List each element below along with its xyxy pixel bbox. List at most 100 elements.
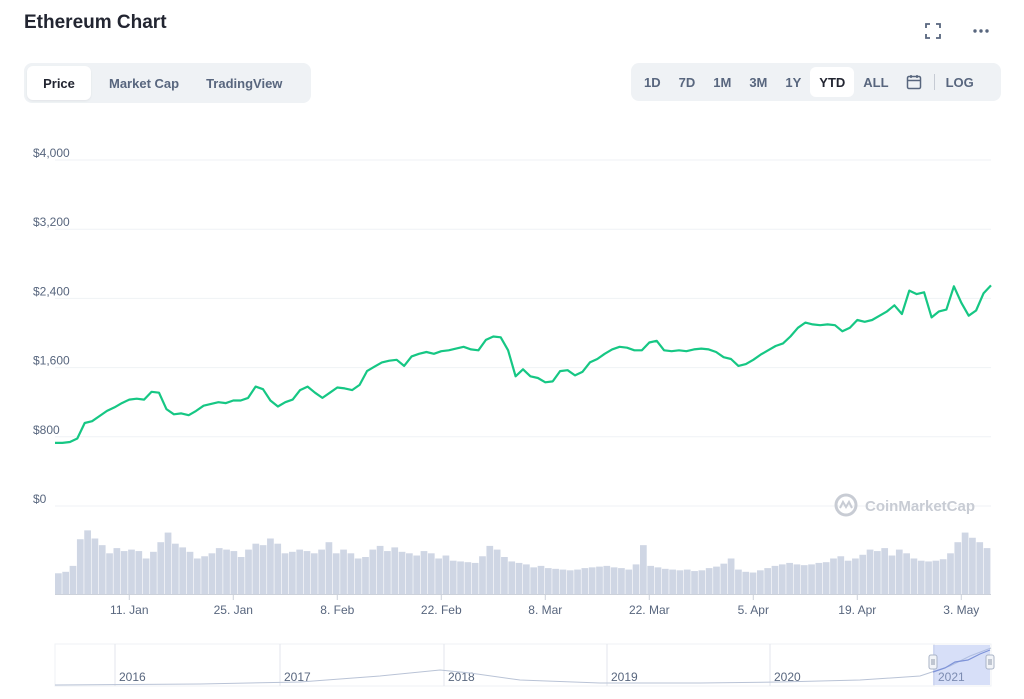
y-tick-label: $1,600 — [33, 354, 70, 368]
volume-bar — [852, 558, 859, 594]
volume-bar — [793, 564, 801, 594]
volume-bar — [303, 551, 311, 594]
volume-bar — [62, 571, 70, 594]
volume-bar — [113, 548, 121, 594]
volume-bar — [874, 551, 881, 594]
volume-bar — [947, 553, 954, 594]
volume-bar — [55, 573, 62, 594]
chart-grid — [55, 159, 991, 507]
x-axis: 11. Jan 25. Jan 8. Feb 22. Feb 8. Mar 22. Mar… — [55, 594, 991, 617]
volume-bar — [325, 542, 333, 594]
volume-bar — [215, 548, 223, 594]
volume-bar — [427, 553, 435, 594]
volume-bar — [530, 567, 538, 594]
range-1m[interactable]: 1M — [713, 74, 732, 90]
y-tick-label: $2,400 — [33, 284, 70, 298]
volume-bar — [493, 549, 501, 594]
volume-bar — [822, 562, 830, 594]
volume-bar — [150, 551, 157, 594]
volume-bar — [420, 551, 428, 594]
navigator-handle-left[interactable] — [928, 654, 938, 670]
price-series-line[interactable] — [55, 284, 992, 444]
range-navigator: 2016 2017 2018 2019 2020 2021 — [54, 643, 995, 687]
more-horizontal-icon[interactable] — [970, 20, 992, 42]
volume-bar — [757, 570, 764, 594]
volume-bar — [479, 556, 486, 594]
navigator-year-label: 2018 — [448, 670, 475, 684]
volume-bars — [55, 530, 991, 594]
volume-bar — [837, 556, 845, 594]
volume-bar — [274, 543, 282, 594]
volume-bar — [888, 555, 896, 594]
fullscreen-icon[interactable] — [922, 20, 944, 42]
volume-bar — [347, 553, 355, 594]
volume-bar — [961, 532, 969, 594]
range-1y[interactable]: 1Y — [785, 74, 802, 90]
volume-bar — [705, 568, 713, 594]
volume-bar — [237, 557, 245, 594]
y-tick-label: $0 — [33, 492, 47, 506]
volume-bar — [866, 549, 874, 594]
volume-bar — [625, 569, 633, 594]
volume-bar — [669, 569, 676, 594]
tab-tradingview[interactable]: TradingView — [206, 75, 283, 91]
range-ytd[interactable]: YTD — [810, 67, 855, 97]
volume-bar — [172, 543, 179, 594]
y-tick-label: $3,200 — [33, 215, 70, 229]
navigator-handle-right[interactable] — [985, 654, 995, 670]
x-tick-label: 25. Jan — [214, 603, 253, 617]
volume-bar — [471, 562, 479, 594]
navigator-selection[interactable] — [933, 645, 990, 685]
range-7d[interactable]: 7D — [678, 74, 696, 90]
volume-bar — [815, 562, 823, 594]
volume-bar — [727, 558, 735, 594]
volume-bar — [596, 566, 603, 594]
tab-market-cap[interactable]: Market Cap — [109, 75, 180, 91]
volume-bar — [442, 555, 450, 594]
volume-bar — [749, 572, 757, 594]
range-all[interactable]: ALL — [863, 74, 889, 90]
volume-bar — [464, 562, 472, 594]
volume-bar — [457, 561, 464, 594]
x-tick-label: 5. Apr — [738, 603, 769, 617]
volume-bar — [406, 553, 413, 594]
tab-price[interactable]: Price — [27, 66, 91, 100]
range-3m[interactable]: 3M — [749, 74, 768, 90]
range-1d[interactable]: 1D — [644, 74, 661, 90]
y-axis-labels: $4,000 $3,200 $2,400 $1,600 $800 $0 — [33, 146, 70, 506]
volume-bar — [449, 560, 457, 594]
navigator-year-label: 2019 — [611, 670, 638, 684]
volume-bar — [318, 549, 325, 594]
volume-bar — [895, 549, 903, 594]
calendar-icon[interactable] — [898, 67, 930, 97]
volume-bar — [106, 553, 113, 594]
volume-bar — [910, 558, 918, 594]
volume-bar — [120, 551, 128, 594]
volume-bar — [391, 547, 399, 594]
volume-bar — [142, 558, 150, 594]
volume-bar — [610, 567, 618, 594]
volume-bar — [903, 553, 910, 594]
volume-bar — [559, 569, 567, 594]
x-tick-label: 22. Feb — [421, 603, 462, 617]
navigator-frame — [54, 643, 992, 687]
volume-bar — [384, 551, 391, 594]
volume-bar — [742, 571, 750, 594]
log-scale-toggle[interactable]: LOG — [945, 74, 974, 90]
volume-bar — [501, 557, 508, 594]
volume-bar — [201, 556, 208, 594]
navigator-year-label: 2017 — [284, 670, 311, 684]
volume-bar — [983, 548, 991, 594]
volume-bar — [735, 569, 742, 594]
volume-bar — [369, 549, 377, 594]
time-range-selector: 1D 7D 1M 3M 1Y YTD ALL LOG — [631, 63, 1001, 101]
volume-bar — [515, 562, 523, 594]
volume-bar — [676, 570, 684, 594]
x-tick-label: 22. Mar — [629, 603, 670, 617]
navigator-year-label: 2021 — [938, 670, 965, 684]
volume-bar — [691, 571, 698, 594]
volume-bar — [193, 558, 201, 594]
volume-bar — [808, 564, 815, 594]
volume-bar — [764, 568, 772, 594]
